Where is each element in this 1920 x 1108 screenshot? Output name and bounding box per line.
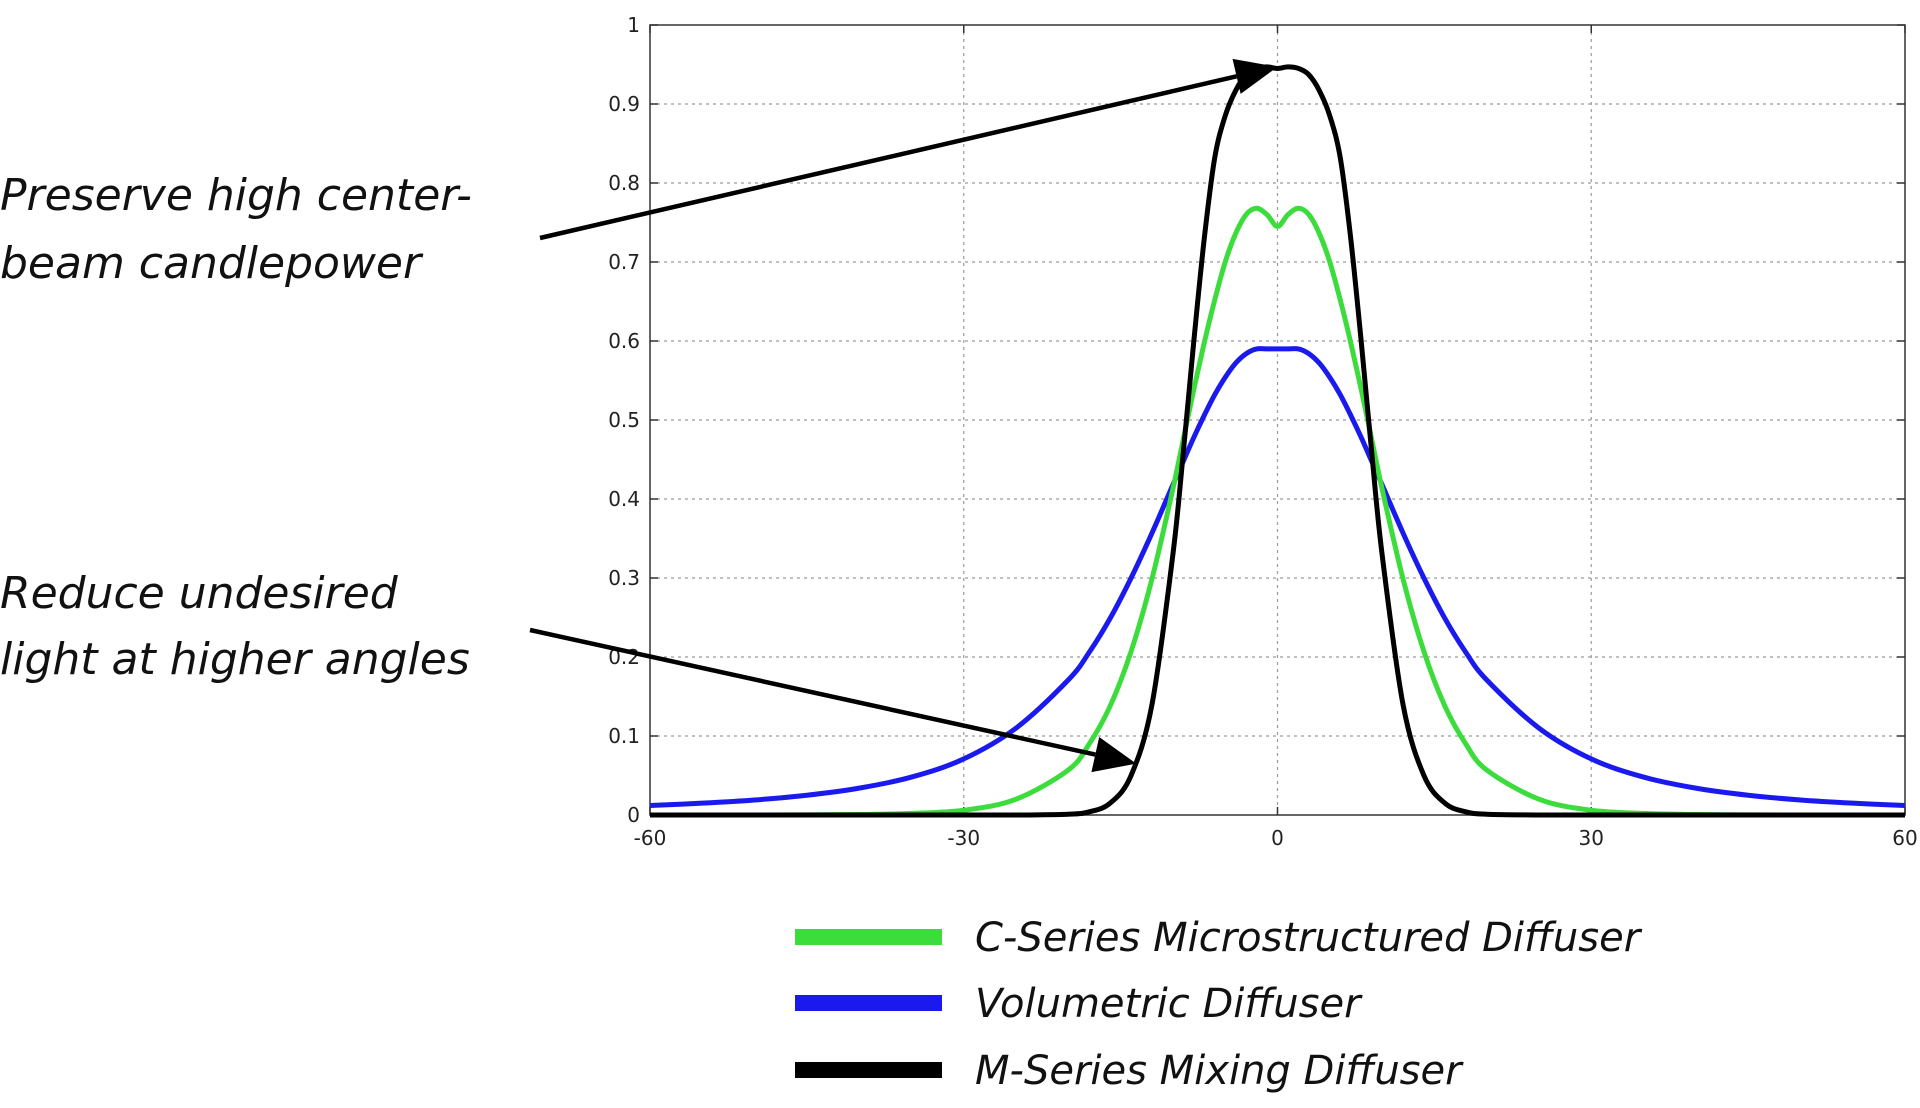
y-tick-label: 0.9 <box>608 92 640 116</box>
legend-label: M-Series Mixing Diffuser <box>975 1048 1464 1094</box>
grid-lines <box>650 25 1905 815</box>
annotation-arrowhead <box>1232 58 1278 94</box>
annotation-text: light at higher angles <box>0 634 470 685</box>
series-line-m-series-mixing-diffuser <box>650 64 1905 818</box>
legend: C-Series Microstructured Diffuser Volumet… <box>795 915 1643 1094</box>
annotation-arrowhead <box>1091 737 1137 773</box>
annotation-text: Preserve high center- <box>0 170 472 221</box>
y-tick-label: 0.3 <box>608 566 640 590</box>
x-tick-label: 0 <box>1271 826 1284 850</box>
series-lines <box>649 64 1906 818</box>
y-tick-label: 0.4 <box>608 487 640 511</box>
annotation-text: Reduce undesired <box>0 568 399 619</box>
x-tick-label: -60 <box>634 826 667 850</box>
annotation-arrow <box>539 74 1238 241</box>
y-tick-label: 0.1 <box>608 724 640 748</box>
annotation-text: beam candlepower <box>0 238 424 289</box>
y-tick-label: 0 <box>627 803 640 827</box>
y-tick-label: 0.5 <box>608 408 640 432</box>
x-tick-label: -30 <box>947 826 980 850</box>
series-line-volumetric-diffuser <box>649 346 1906 809</box>
axes: 00.10.20.30.40.50.60.70.80.91-60 -30 0 30 60 <box>608 13 1918 850</box>
annotation-arrow <box>529 627 1096 757</box>
annotations: Preserve high center-beam candlepower Red… <box>0 58 1278 773</box>
legend-label: Volumetric Diffuser <box>975 981 1363 1027</box>
series-line-c-series-microstructured-diffuser <box>650 205 1905 818</box>
x-tick-label: 30 <box>1579 826 1604 850</box>
x-tick-label: 60 <box>1892 826 1917 850</box>
legend-label: C-Series Microstructured Diffuser <box>975 915 1643 961</box>
y-tick-label: 0.8 <box>608 171 640 195</box>
y-tick-label: 0.7 <box>608 250 640 274</box>
y-tick-label: 0.6 <box>608 329 640 353</box>
y-tick-label: 1 <box>627 13 640 37</box>
